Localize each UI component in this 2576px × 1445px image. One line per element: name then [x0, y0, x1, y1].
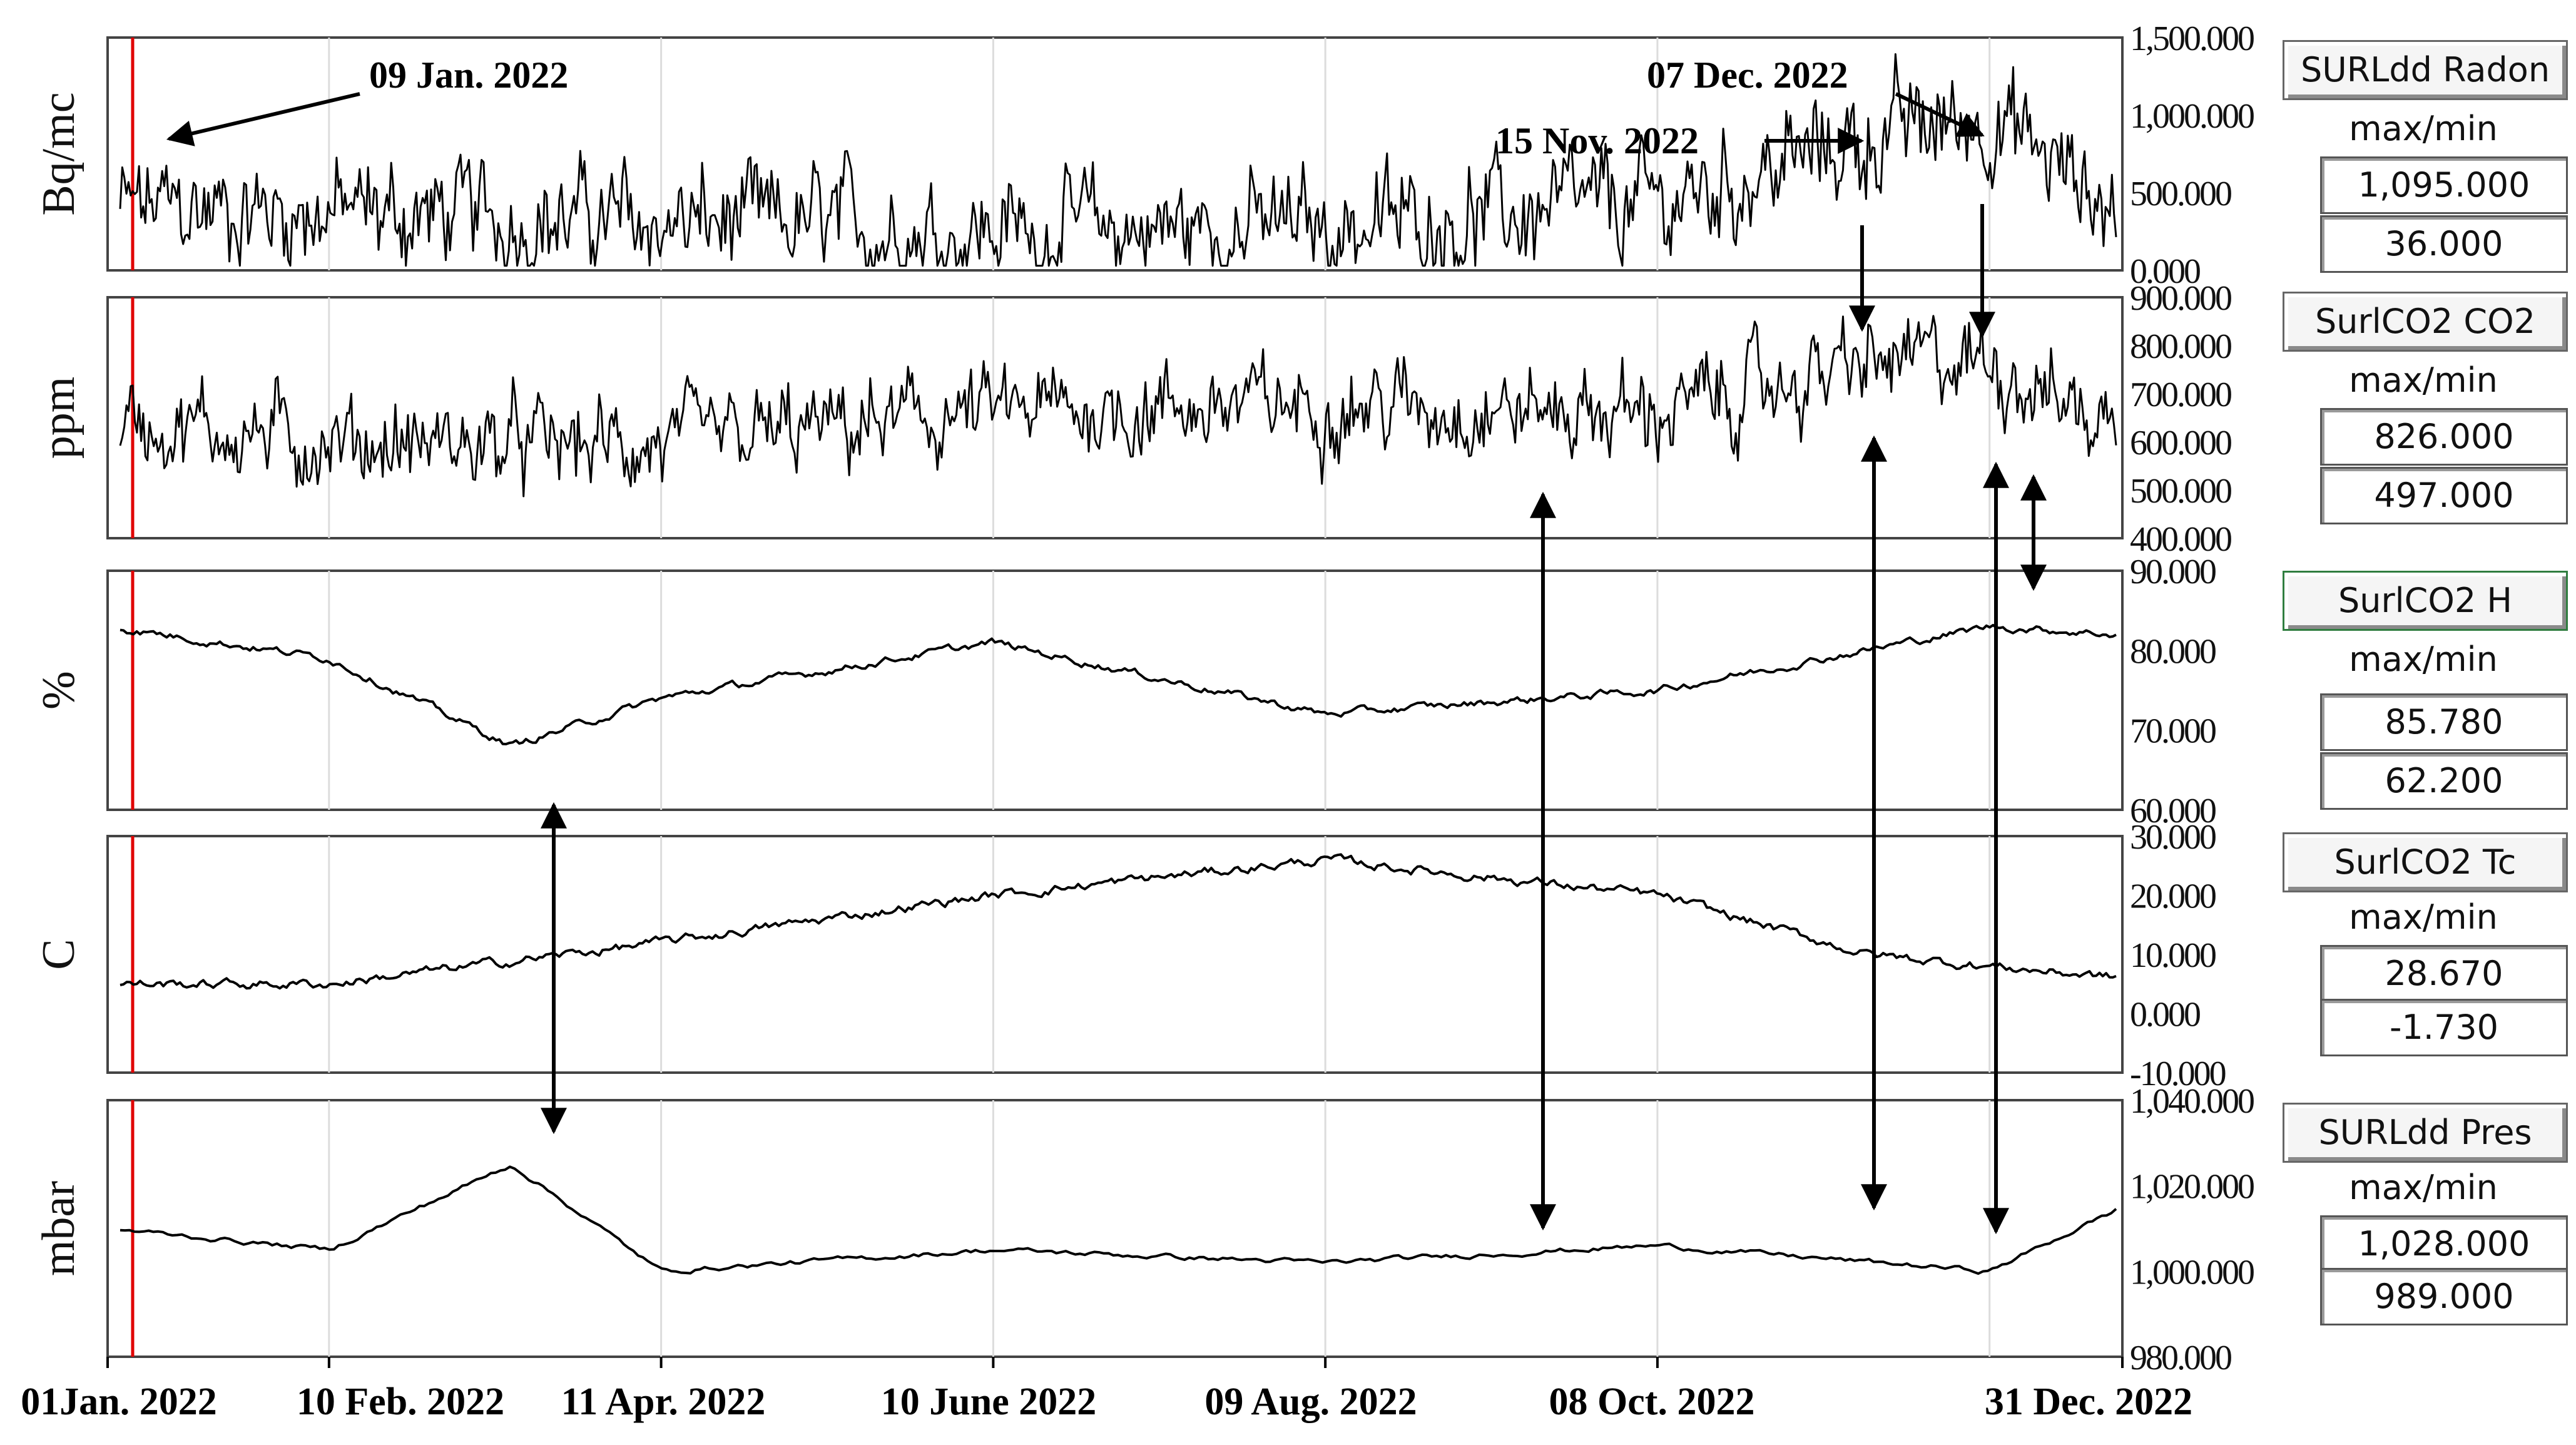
legend-temperature: SurlCO2 Tc max/min 28.670 -1.730	[2283, 832, 2568, 1070]
min-value: 62.200	[2320, 752, 2568, 810]
series-line	[120, 853, 2117, 990]
plot-frame	[106, 296, 2124, 539]
series-button-pressure[interactable]: SURLdd Pres	[2283, 1103, 2568, 1163]
annotation-arrow	[166, 92, 360, 146]
y-tick-label: 70.000	[2130, 712, 2216, 751]
maxmin-label: max/min	[2349, 897, 2498, 937]
x-tick-label: 09 Aug. 2022	[1204, 1381, 1417, 1423]
min-value: -1.730	[2320, 999, 2568, 1056]
min-value: 989.000	[2320, 1268, 2568, 1325]
y-tick-label: 20.000	[2130, 877, 2216, 916]
y-tick-label: 0.000	[2130, 252, 2200, 291]
max-value: 826.000	[2320, 408, 2568, 466]
y-tick-label: 700.000	[2130, 375, 2231, 414]
series-button-co2[interactable]: SurlCO2 CO2	[2283, 292, 2568, 352]
y-tick-label: 60.000	[2130, 792, 2216, 830]
series-button-radon[interactable]: SURLdd Radon	[2283, 40, 2568, 100]
y-tick-label: -10.000	[2130, 1054, 2226, 1093]
y-tick-label: 1,020.000	[2130, 1168, 2254, 1207]
y-tick-label: 0.000	[2130, 996, 2200, 1034]
x-tick-label: 10 Feb. 2022	[297, 1381, 504, 1423]
x-tick-label: 10 June 2022	[881, 1381, 1096, 1423]
min-value: 497.000	[2320, 467, 2568, 524]
maxmin-label: max/min	[2349, 109, 2498, 148]
plot-frame	[106, 1099, 2124, 1358]
max-value: 85.780	[2320, 693, 2568, 751]
maxmin-label: max/min	[2349, 360, 2498, 400]
annotation-arrow	[1895, 92, 1985, 137]
max-value: 1,095.000	[2320, 156, 2568, 214]
y-tick-label: 400.000	[2130, 520, 2231, 559]
y-tick-label: 800.000	[2130, 327, 2231, 366]
min-value: 36.000	[2320, 215, 2568, 273]
maxmin-label: max/min	[2349, 1168, 2498, 1207]
series-line	[119, 53, 2117, 267]
max-value: 1,028.000	[2320, 1215, 2568, 1273]
y-tick-label: 500.000	[2130, 175, 2231, 213]
y-axis-label: ppm	[33, 377, 84, 459]
annotation-label: 07 Dec. 2022	[1647, 54, 1848, 96]
maxmin-label: max/min	[2349, 640, 2498, 679]
max-value: 28.670	[2320, 945, 2568, 1003]
y-tick-label: 30.000	[2130, 818, 2216, 857]
y-tick-label: 1,040.000	[2130, 1082, 2254, 1121]
series-button-humidity[interactable]: SurlCO2 H	[2283, 571, 2568, 631]
x-tick-label: 31 Dec. 2022	[1985, 1381, 2192, 1423]
legend-radon: SURLdd Radon max/min 1,095.000 36.000	[2283, 40, 2568, 278]
legend-humidity: SurlCO2 H max/min 85.780 62.200	[2283, 571, 2568, 810]
y-axis-label: Bq/mc	[33, 92, 84, 215]
series-line	[120, 1165, 2117, 1275]
y-tick-label: 980.000	[2130, 1339, 2231, 1377]
y-tick-label: 1,500.000	[2130, 19, 2254, 58]
series-line	[120, 623, 2117, 745]
y-tick-label: 10.000	[2130, 936, 2216, 975]
plot-frame	[106, 569, 2124, 811]
series-button-temperature[interactable]: SurlCO2 Tc	[2283, 832, 2568, 892]
y-tick-label: 1,000.000	[2130, 97, 2254, 136]
series-line	[119, 315, 2117, 498]
annotation-label: 09 Jan. 2022	[369, 54, 568, 96]
y-axis-label: C	[33, 939, 84, 969]
x-tick-label: 08 Oct. 2022	[1549, 1381, 1755, 1423]
legend-co2: SurlCO2 CO2 max/min 826.000 497.000	[2283, 292, 2568, 529]
y-axis-label: mbar	[33, 1181, 84, 1276]
y-tick-label: 600.000	[2130, 424, 2231, 462]
x-tick-label: 01Jan. 2022	[21, 1381, 216, 1423]
y-tick-label: 500.000	[2130, 472, 2231, 511]
y-tick-label: 80.000	[2130, 632, 2216, 671]
y-tick-label: 900.000	[2130, 279, 2231, 318]
y-tick-label: 1,000.000	[2130, 1253, 2254, 1292]
x-tick-label: 11 Apr. 2022	[561, 1381, 766, 1423]
legend-pressure: SURLdd Pres max/min 1,028.000 989.000	[2283, 1103, 2568, 1340]
plot-frame	[106, 835, 2124, 1074]
y-tick-label: 90.000	[2130, 553, 2216, 591]
y-axis-label: %	[33, 671, 84, 710]
annotation-label: 15 Nov. 2022	[1495, 120, 1699, 161]
